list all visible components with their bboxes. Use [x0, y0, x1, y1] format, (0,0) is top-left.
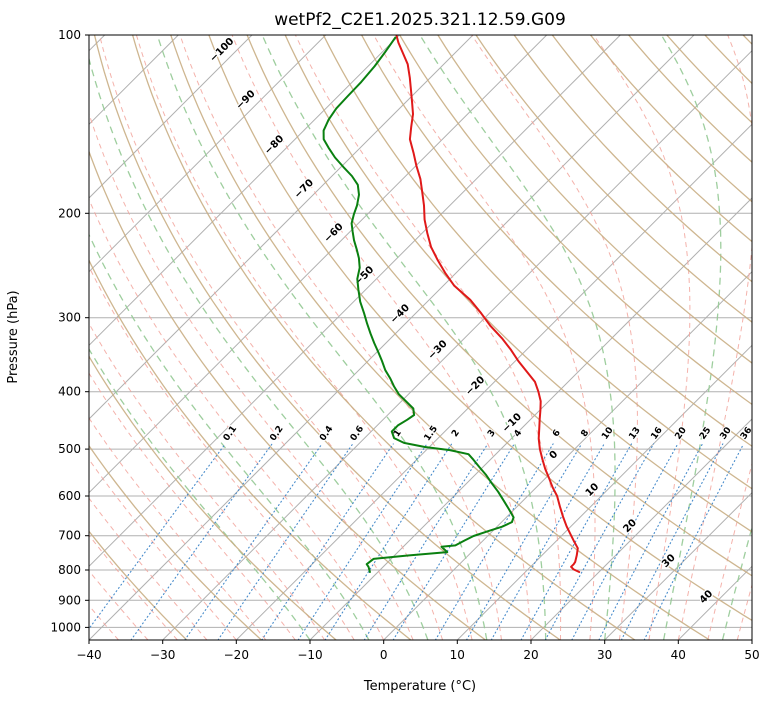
isotherm-label: 0: [548, 449, 561, 462]
moist-adiabat-line: [0, 35, 236, 640]
chart-title: wetPf2_C2E1.2025.321.12.59.G09: [274, 10, 566, 30]
x-axis-label: Temperature (°C): [363, 679, 476, 694]
y-tick-label: 900: [58, 593, 81, 607]
mixing-ratio-label: 13: [627, 426, 642, 442]
mixing-ratio-line: [218, 444, 353, 640]
moist-adiabat-line: [0, 35, 266, 640]
moist-adiabat-green-line: [262, 35, 546, 640]
x-tick-label: −40: [76, 648, 101, 662]
moist-adiabat-line: [68, 35, 414, 640]
isotherm-label: −40: [388, 302, 412, 326]
mixing-ratio-label: 4: [513, 428, 525, 439]
x-tick-label: −30: [150, 648, 175, 662]
moist-adiabat-line: [0, 35, 148, 640]
dry-adiabat-line: [209, 35, 775, 640]
mixing-ratio-line: [262, 444, 394, 640]
isotherm-line: [384, 35, 775, 640]
moist-adiabat-line: [40, 35, 384, 640]
mixing-ratio-label: 20: [674, 426, 689, 442]
isotherm-label: 30: [660, 552, 678, 570]
mixing-ratio-label: 0.6: [349, 424, 366, 443]
isotherm-line: [163, 35, 768, 640]
y-tick-label: 600: [58, 489, 81, 503]
mixing-ratio-label: 0.4: [318, 424, 335, 443]
isotherm-label: 20: [621, 517, 639, 535]
dewpoint-line: [324, 38, 514, 572]
moist-adiabat-line: [374, 35, 595, 640]
x-tick-label: 40: [671, 648, 686, 662]
mixing-ratio-label: 0.2: [268, 424, 285, 443]
x-tick-label: 20: [523, 648, 538, 662]
y-axis-label: Pressure (hPa): [6, 290, 21, 383]
mixing-ratio-label: 16: [649, 426, 664, 442]
isotherm-line: [752, 35, 775, 640]
isotherm-label: −90: [234, 88, 258, 112]
mixing-ratio-label: 1.5: [423, 424, 440, 443]
x-tick-label: −20: [224, 648, 249, 662]
moist-adiabat-green-line: [0, 35, 310, 640]
isotherm-label: −80: [263, 133, 287, 157]
isotherm-line: [678, 35, 775, 640]
moist-adiabat-line: [737, 35, 775, 640]
isotherm-label: −30: [426, 338, 450, 362]
isotherm-line: [0, 35, 252, 640]
isotherm-label: −70: [292, 177, 316, 201]
mixing-ratio-line: [364, 444, 488, 640]
x-tick-label: −10: [297, 648, 322, 662]
y-tick-label: 1000: [50, 620, 81, 634]
mixing-ratio-line: [393, 444, 514, 640]
mixing-ratio-label: 3: [486, 428, 498, 439]
moist-adiabat-line: [678, 35, 755, 640]
moist-adiabat-line: [180, 35, 502, 640]
dry-adiabat-line: [18, 35, 411, 640]
mixing-ratio-line: [572, 444, 678, 640]
y-tick-label: 700: [58, 529, 81, 543]
isotherm-line: [0, 35, 399, 640]
mixing-ratio-label: 0.1: [222, 424, 239, 443]
dry-adiabat-line: [0, 35, 261, 640]
y-tick-label: 100: [58, 28, 81, 42]
y-tick-label: 400: [58, 385, 81, 399]
isotherm-line: [0, 35, 326, 640]
isotherm-line: [89, 35, 694, 640]
plot-background-layers: −100−90−80−70−60−50−40−30−20−10010203040…: [0, 35, 775, 640]
dry-adiabat-line: [591, 35, 775, 640]
plot-border: [89, 35, 752, 640]
y-tick-label: 300: [58, 311, 81, 325]
y-tick-label: 500: [58, 442, 81, 456]
x-tick-label: 30: [597, 648, 612, 662]
dry-adiabat-line: [743, 35, 775, 640]
isotherm-line: [0, 35, 473, 640]
moist-adiabat-line: [0, 35, 1, 640]
dry-adiabat-line: [0, 35, 336, 640]
mixing-ratio-line: [521, 444, 631, 640]
mixing-ratio-line: [185, 444, 322, 640]
mixing-ratio-label: 25: [698, 426, 713, 442]
x-tick-label: 0: [380, 648, 388, 662]
dry-adiabat-line: [667, 35, 775, 640]
isotherm-label: 40: [698, 588, 716, 606]
moist-adiabat-line: [594, 35, 690, 640]
isotherm-label: −60: [322, 221, 346, 245]
x-tick-label: 10: [450, 648, 465, 662]
y-tick-label: 800: [58, 563, 81, 577]
mixing-ratio-line: [435, 444, 553, 640]
isotherm-line: [15, 35, 620, 640]
x-tick-label: 50: [744, 648, 759, 662]
isotherm-line: [531, 35, 775, 640]
moist-adiabat-line: [0, 35, 325, 640]
isotherm-label: −50: [353, 264, 377, 288]
isotherm-label: −100: [208, 36, 236, 64]
y-tick-label: 200: [58, 206, 81, 220]
mixing-ratio-label: 10: [600, 426, 615, 442]
mixing-ratio-line: [599, 444, 703, 640]
mixing-ratio-line: [545, 444, 653, 640]
mixing-ratio-label: 2: [450, 428, 462, 439]
isotherm-label: −20: [464, 374, 488, 398]
dry-adiabat-line: [56, 35, 485, 640]
